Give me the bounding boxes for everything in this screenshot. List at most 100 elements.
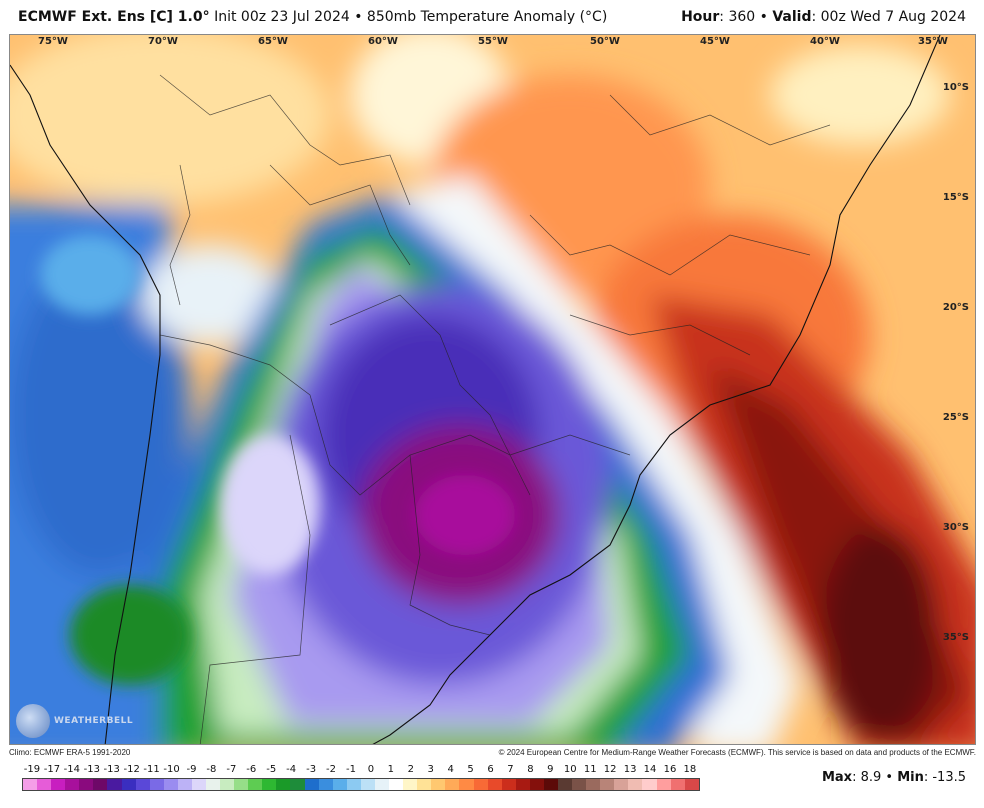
coastlines	[10, 35, 941, 744]
colorbar-swatch	[234, 779, 249, 790]
colorbar-tick-label: -19	[23, 764, 41, 775]
colorbar-swatch	[614, 779, 629, 790]
colorbar-swatches	[22, 778, 700, 791]
colorbar-tick-label: -17	[43, 764, 61, 775]
colorbar-swatch	[220, 779, 235, 790]
colorbar-tick-label: -7	[226, 764, 237, 775]
colorbar-swatch	[515, 779, 530, 790]
weatherbell-logo: WEATHERBELL	[16, 704, 133, 738]
colorbar-tick-label: -6	[246, 764, 257, 775]
colorbar-swatch	[276, 779, 291, 790]
colorbar-tick-label: 10	[563, 764, 577, 775]
colorbar-swatch	[206, 779, 221, 790]
colorbar-swatch	[389, 779, 404, 790]
colorbar-swatch	[628, 779, 643, 790]
lat-label: 10°S	[942, 82, 969, 93]
colorbar-tick-label: 5	[467, 764, 474, 775]
colorbar-swatch	[445, 779, 460, 790]
colorbar-swatch	[304, 779, 319, 790]
colorbar-swatch	[93, 779, 108, 790]
lon-label: 75°W	[38, 36, 68, 47]
colorbar-tick-label: 3	[427, 764, 434, 775]
lon-label: 70°W	[148, 36, 178, 47]
map-header: ECMWF Ext. Ens [C] 1.0° Init 00z 23 Jul …	[0, 0, 984, 34]
min-value: : -13.5	[923, 770, 966, 785]
lon-label: 40°W	[810, 36, 840, 47]
colorbar-swatch	[51, 779, 66, 790]
colorbar-swatch	[79, 779, 94, 790]
lat-label: 20°S	[942, 302, 969, 313]
lon-label: 65°W	[258, 36, 288, 47]
copyright-note: © 2024 European Centre for Medium-Range …	[498, 747, 976, 757]
colorbar-swatch	[163, 779, 178, 790]
colorbar-tick-label: -12	[123, 764, 140, 775]
anomaly-field	[10, 35, 975, 744]
colorbar-swatch	[346, 779, 361, 790]
colorbar-swatch	[487, 779, 502, 790]
watermark-text: WEATHERBELL	[54, 716, 134, 726]
anomaly-map[interactable]: 75°W 70°W 65°W 60°W 55°W 50°W 45°W 40°W …	[9, 34, 976, 745]
political-borders	[159, 74, 831, 744]
colorbar-tick-label: -13	[83, 764, 100, 775]
colorbar-tick-label: -3	[306, 764, 317, 775]
colorbar-tick-label: -13	[103, 764, 120, 775]
max-label: Max	[821, 770, 853, 785]
lon-label: 35°W	[918, 36, 948, 47]
colorbar-swatch	[65, 779, 80, 790]
colorbar-swatch	[572, 779, 587, 790]
colorbar-tick-label: 16	[663, 764, 677, 775]
colorbar-tick-label: 14	[643, 764, 657, 775]
colorbar-swatch	[543, 779, 558, 790]
lat-label: 30°S	[942, 522, 969, 533]
colorbar-swatch	[656, 779, 671, 790]
colorbar-swatch	[417, 779, 432, 790]
colorbar-tick-label: -10	[163, 764, 180, 775]
header-right: Hour: 360 • Valid: 00z Wed 7 Aug 2024	[681, 9, 966, 25]
colorbar-swatch	[374, 779, 390, 790]
colorbar-tick-label: -11	[143, 764, 160, 775]
valid-value: : 00z Wed 7 Aug 2024	[811, 9, 966, 25]
valid-label: Valid	[772, 9, 812, 25]
degree-symbol: °	[202, 9, 210, 25]
colorbar-swatch	[586, 779, 601, 790]
colorbar-swatch	[431, 779, 446, 790]
colorbar-tick-label: -5	[266, 764, 277, 775]
colorbar-tick-label: 0	[367, 764, 375, 775]
lat-label: 35°S	[942, 632, 969, 643]
colorbar-tick-label: 9	[547, 764, 554, 775]
colorbar-swatch	[121, 779, 136, 790]
map-footer: Climo: ECMWF ERA-5 1991-2020 © 2024 Euro…	[9, 745, 976, 759]
colorbar-swatch	[403, 779, 418, 790]
colorbar-tick-label: -2	[326, 764, 337, 775]
init-description: Init 00z 23 Jul 2024 • 850mb Temperature…	[209, 9, 608, 25]
colorbar: -19 -17 -14 -13 -13 -12 -11 -10 -9 -8 -7 -6 -5 -4 -3 -2…	[22, 764, 700, 791]
header-left: ECMWF Ext. Ens [C] 1.0° Init 00z 23 Jul …	[18, 9, 607, 25]
colorbar-swatch	[473, 779, 488, 790]
colorbar-swatch	[670, 779, 685, 790]
lon-label: 50°W	[590, 36, 620, 47]
max-min-readout: Max: 8.9 • Min: -13.5	[822, 770, 966, 785]
colorbar-swatch	[529, 779, 544, 790]
colorbar-tick-label: 18	[683, 764, 697, 775]
colorbar-tick-label: 13	[623, 764, 637, 775]
colorbar-swatch	[642, 779, 657, 790]
lon-label: 45°W	[700, 36, 730, 47]
climo-note: Climo: ECMWF ERA-5 1991-2020	[9, 747, 131, 757]
colorbar-swatch	[290, 779, 305, 790]
colorbar-tick-label: 2	[407, 764, 414, 775]
colorbar-swatch	[191, 779, 207, 790]
colorbar-swatch	[332, 779, 347, 790]
colorbar-swatch	[501, 779, 516, 790]
hour-value: : 360 •	[719, 9, 773, 25]
colorbar-tick-label: 4	[447, 764, 454, 775]
colorbar-swatch	[248, 779, 263, 790]
colorbar-swatch	[557, 779, 573, 790]
colorbar-tick-label: 7	[507, 764, 514, 775]
lat-label: 15°S	[942, 192, 969, 203]
lat-label: 25°S	[942, 412, 969, 423]
colorbar-swatch	[177, 779, 192, 790]
colorbar-swatch	[600, 779, 615, 790]
colorbar-swatch	[23, 779, 38, 790]
lon-label: 60°W	[368, 36, 398, 47]
colorbar-tick-label: -4	[286, 764, 297, 775]
